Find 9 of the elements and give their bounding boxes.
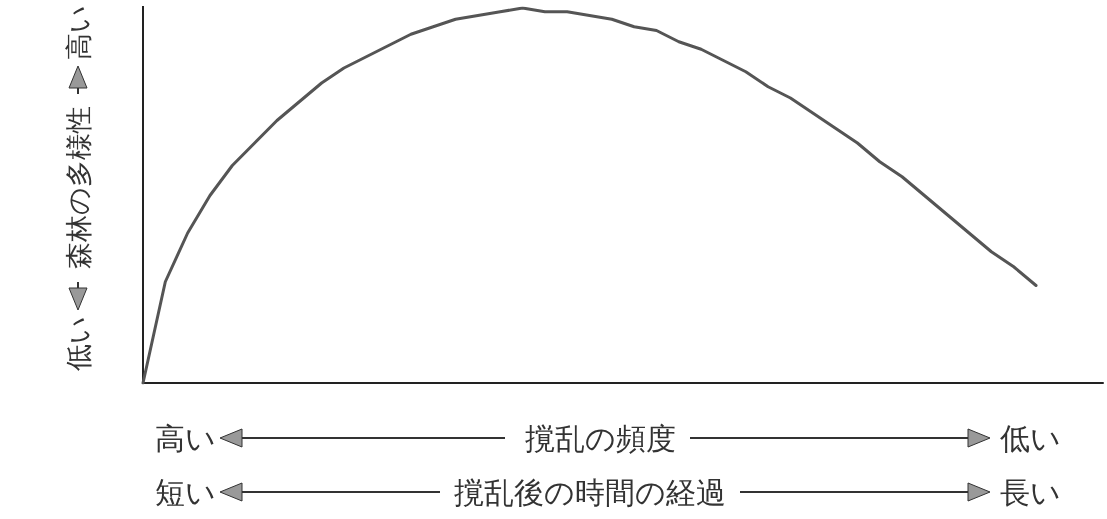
y-axis-title: 森林の多様性: [62, 105, 94, 269]
text: 長い: [999, 474, 1061, 510]
text: 低い: [999, 420, 1061, 456]
x-axis-title: 撹乱の頻度: [524, 420, 676, 456]
text: 低い: [62, 315, 94, 371]
text: 高い: [154, 420, 216, 456]
text: 撹乱後の時間の経過: [454, 474, 726, 510]
text: 短い: [154, 474, 216, 510]
text: 高い: [62, 4, 94, 60]
